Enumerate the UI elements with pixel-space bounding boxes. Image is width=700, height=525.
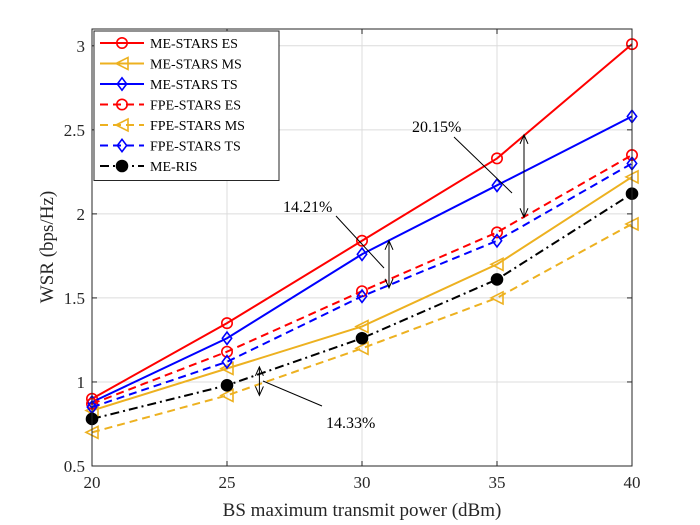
legend-label-me-stars-es: ME-STARS ES <box>150 37 238 52</box>
x-axis-title: BS maximum transmit power (dBm) <box>223 500 502 521</box>
legend-marker-me-ris <box>115 159 129 173</box>
legend-marker-me-stars-es <box>116 36 129 49</box>
x-tick-label-35: 35 <box>489 473 506 492</box>
point-fpe-stars-es-35 <box>490 226 503 239</box>
point-me-ris-25 <box>220 379 234 392</box>
legend-marker-fpe-stars-ts <box>116 137 128 154</box>
point-me-stars-es-35 <box>490 152 503 165</box>
point-me-stars-ms-30 <box>354 319 369 334</box>
legend-label-me-stars-ts: ME-STARS TS <box>150 78 238 93</box>
point-fpe-stars-ms-30 <box>354 341 369 356</box>
series-line-fpe-stars-ts <box>91 162 633 409</box>
y-tick-label-1: 1 <box>77 373 86 392</box>
annotation-2-arrow-head-top <box>254 365 264 377</box>
point-fpe-stars-ts-35 <box>491 233 503 249</box>
legend-label-me-ris: ME-RIS <box>150 160 197 175</box>
x-tick-label-40: 40 <box>624 473 641 492</box>
point-me-stars-ts-25 <box>221 330 233 346</box>
point-me-stars-ms-25 <box>219 361 234 376</box>
legend-label-fpe-stars-es: FPE-STARS ES <box>150 99 241 114</box>
series-line-me-stars-ms <box>91 176 633 412</box>
series-line-me-stars-es <box>91 43 633 400</box>
point-me-stars-ms-35 <box>489 257 504 272</box>
annotation-14-21-label: 14.21% <box>283 199 332 216</box>
legend-label-fpe-stars-ms: FPE-STARS MS <box>150 119 245 134</box>
annotation-1-arrow-head-bottom <box>384 278 394 290</box>
legend-label-fpe-stars-ts: FPE-STARS TS <box>150 140 241 155</box>
point-me-stars-ts-35 <box>491 177 503 193</box>
annotation-0-arrow-head-top <box>519 133 529 145</box>
y-tick-label-1-5: 1.5 <box>64 289 85 308</box>
point-fpe-stars-ms-25 <box>219 388 234 403</box>
legend: ME-STARS ES ME-STARS MS ME-STARS TS FPE-STA… <box>93 30 280 181</box>
point-fpe-stars-ms-35 <box>489 290 504 306</box>
legend-marker-me-stars-ms <box>114 56 129 71</box>
series-line-me-stars-ts <box>91 115 633 404</box>
legend-marker-fpe-stars-ms <box>114 117 129 133</box>
legend-box <box>93 30 280 181</box>
y-tick-label-3: 3 <box>77 37 86 56</box>
legend-marker-me-stars-ts <box>116 76 128 92</box>
point-me-stars-es-30 <box>355 234 368 247</box>
annotation-20-15-label: 20.15% <box>412 119 461 136</box>
annotation-layer: 20.15% 14.21% 14.33% <box>254 119 529 432</box>
point-fpe-stars-ts-30 <box>356 288 368 304</box>
series-line-fpe-stars-ms <box>91 223 633 434</box>
tick-labels: 20 25 30 35 40 0.5 1 1.5 2 2.5 3 <box>64 37 641 492</box>
legend-marker-fpe-stars-es <box>116 98 129 111</box>
y-tick-label-0-5: 0.5 <box>64 457 85 476</box>
point-me-stars-ts-30 <box>356 246 368 262</box>
y-axis-title: WSR (bps/Hz) <box>37 191 58 303</box>
annotation-1-arrow-head-top <box>384 239 394 250</box>
annotation-14-21-leader <box>335 215 385 269</box>
y-tick-label-2: 2 <box>77 205 86 224</box>
annotation-2-arrow-head-bottom <box>254 386 264 397</box>
x-tick-label-30: 30 <box>354 473 371 492</box>
series-line-me-ris <box>91 192 633 420</box>
x-tick-label-20: 20 <box>84 473 101 492</box>
point-me-ris-30 <box>355 331 369 345</box>
point-me-ris-35 <box>490 273 504 286</box>
annotation-14-33-label: 14.33% <box>326 415 375 432</box>
x-tick-label-25: 25 <box>219 473 236 492</box>
annotation-14-33-leader <box>262 380 323 407</box>
point-me-stars-es-25 <box>221 317 234 330</box>
annotation-0-arrow-head-bottom <box>519 208 529 219</box>
y-tick-label-2-5: 2.5 <box>64 121 85 140</box>
annotation-20-15-leader <box>453 136 513 194</box>
legend-label-me-stars-ms: ME-STARS MS <box>150 58 242 73</box>
point-fpe-stars-ts-25 <box>221 354 233 370</box>
